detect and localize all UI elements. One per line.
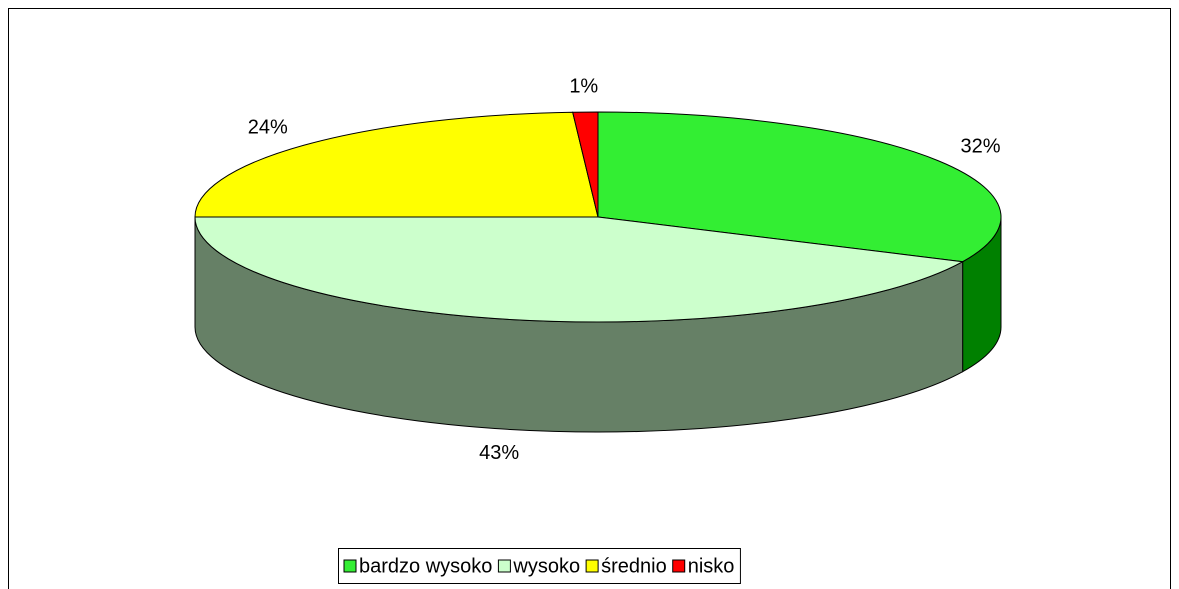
legend-swatch (343, 559, 357, 573)
data-label: 24% (248, 116, 288, 138)
legend-label: średnio (601, 555, 667, 577)
pie-slice (572, 111, 599, 218)
pie-slice (194, 111, 599, 218)
legend-swatch (497, 559, 511, 573)
legend-label: wysoko (512, 555, 580, 577)
legend-swatch (585, 559, 599, 573)
pie-slice (194, 216, 965, 323)
legend-swatch (672, 559, 686, 573)
legend-label: nisko (688, 555, 735, 577)
pie-slice (597, 111, 1002, 263)
data-label: 32% (960, 136, 1000, 158)
legend-label: bardzo wysoko (359, 555, 492, 577)
chart-frame (8, 8, 1171, 589)
data-label: 43% (479, 442, 519, 464)
data-label: 1% (569, 75, 598, 97)
